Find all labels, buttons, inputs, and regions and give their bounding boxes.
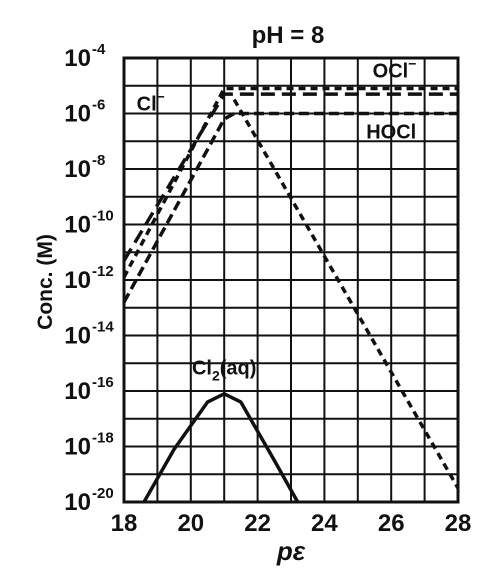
annotation-labels: OCl− Cl− HOCl Cl2(aq) [137,55,417,383]
series-line-3 [122,111,458,304]
y-tick-label: 10 [64,45,91,72]
y-tick-exponent: -4 [92,41,106,58]
series-annotation: Cl2(aq) [192,357,256,383]
x-tick-label: 18 [111,510,138,537]
x-tick-label: 22 [244,510,271,537]
x-tick-label: 24 [311,510,338,537]
y-tick-label: 10 [64,101,91,128]
x-axis-label: pε [276,536,306,566]
y-axis-label: Conc. (M) [34,234,57,330]
y-tick-exponent: -8 [92,152,105,169]
y-tick-label: 10 [64,489,91,516]
y-tick-label: 10 [64,212,91,239]
x-tick-label: 20 [177,510,204,537]
y-tick-exponent: -20 [92,485,114,502]
x-tick-label: 26 [378,510,405,537]
series-line-4 [142,392,300,503]
series-annotation: Cl− [137,89,165,116]
x-tick-label: 28 [445,510,472,537]
series-annotation: HOCl [366,121,416,143]
y-tick-label: 10 [64,378,91,405]
y-tick-exponent: -14 [92,319,114,336]
y-tick-exponent: -10 [92,208,114,225]
chart-title: pH = 8 [252,22,325,49]
y-tick-exponent: -16 [92,374,114,391]
y-tick-exponent: -18 [92,430,114,447]
series-line-5 [232,98,460,489]
y-tick-label: 10 [64,156,91,183]
y-tick-label: 10 [64,434,91,461]
series-annotation: OCl− [373,55,417,82]
y-tick-exponent: -6 [92,97,105,114]
series-line-1 [122,92,458,262]
y-tick-exponent: -12 [92,263,114,280]
series-layer [122,86,460,503]
y-tick-label: 10 [64,267,91,294]
y-tick-label: 10 [64,323,91,350]
